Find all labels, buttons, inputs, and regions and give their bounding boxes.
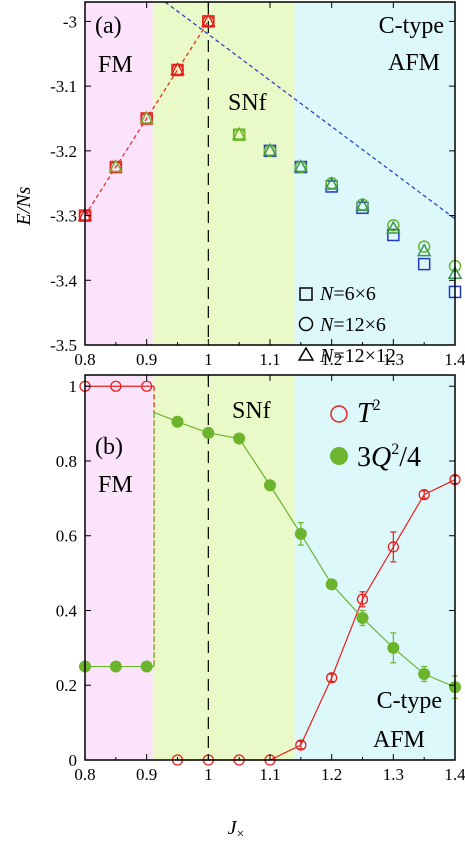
x-tick-label: 1.3 [383,350,404,369]
data-point-triangle [139,110,154,124]
region-snf-bg [152,375,295,760]
data-point-triangle [262,142,278,157]
region-afm-label-b-2: AFM [373,727,425,753]
region-fm-label-a: FM [98,52,133,78]
afm-energy-dashed-line [164,1,456,220]
data-point-triangle [324,176,339,190]
legend-label-12x12: N=12×12 [319,345,396,367]
data-point-square [356,201,369,215]
x-tick-label: 1.4 [444,350,465,369]
x-tick-label: 0.8 [74,765,95,784]
fm-energy-dashed-line [84,21,209,216]
legend-label-6x6: N=6×6 [319,283,376,305]
y-tick-label: -3.4 [50,271,77,290]
y-tick-label: 1 [69,377,78,396]
t2-data-point [326,672,338,684]
legend-circle-marker [298,316,314,332]
y-tick-label: -3.2 [50,142,77,161]
legend-q2-label: 3Q2/4 [357,441,421,473]
y-tick-label: -3.5 [50,336,77,355]
x-tick-label: 1 [204,765,213,784]
x-tick-label: 1.4 [444,765,465,784]
region-afm-label-a-2: AFM [388,50,440,76]
x-tick-label: 1.1 [259,765,280,784]
legend-t2-marker [330,405,348,423]
q2-data-point [418,668,431,681]
q2-data-point [294,527,307,540]
x-tick-label: 1.2 [321,350,342,369]
t2-data-point [356,593,369,605]
y-tick-label: 0 [69,751,78,770]
data-point-square [417,257,431,271]
q2-series-line [177,421,456,688]
x-tick-label: 0.8 [74,350,95,369]
panel-b: 0.8 0.9 1 1.1 1.2 1.3 1.4 0 0.2 0.4 0.6 0.8 1 [56,374,465,784]
q2-data-point [140,660,153,673]
y-tick-label: -3.1 [50,77,77,96]
region-afm-bg [294,2,455,345]
x-tick-label: 1.1 [259,350,280,369]
y-tick-label: 0.6 [56,527,77,546]
y-tick-label: 0.8 [56,452,77,471]
panel-b-label: (b) [95,434,123,460]
t2-data-point [295,739,307,751]
q2-data-point [109,660,122,673]
legend-label-12x6: N=12×6 [319,314,386,336]
q2-data-point [233,432,246,445]
y-axis-label-a: E/Ns [13,186,35,226]
y-tick-label: 0.4 [56,601,78,620]
t2-data-point [141,380,153,392]
panel-a: 0.8 0.9 1 1.1 1.2 1.3 1.4 -3 -3.1 -3.2 -3.3 -3.4 -3.… [50,1,465,369]
legend-q2-marker [330,447,348,465]
data-point-triangle [386,220,401,234]
x-tick-label: 1.3 [383,765,404,784]
data-point-triangle [416,243,432,257]
data-point-triangle [231,126,247,140]
data-point-triangle [108,158,124,173]
region-afm-label-b-1: C-type [377,688,442,714]
x-tick-label: 1 [204,350,213,369]
x-axis-label: J× [228,817,245,842]
region-fm-bg [85,375,153,760]
x-tick-label: 0.9 [136,765,157,784]
x-tick-label: 1.2 [321,765,342,784]
data-point-triangle [170,61,185,76]
data-point-triangle [355,197,370,212]
data-point-circle [417,240,431,253]
data-point-triangle [293,158,309,173]
y-tick-label: -3 [63,12,77,31]
q2-data-point [202,426,215,439]
t2-data-point [418,488,430,501]
t2-data-point [110,380,122,392]
y-tick-label: -3.3 [50,207,77,226]
region-fm-label-b: FM [98,472,133,498]
data-point-triangle [201,13,216,27]
q2-data-point [387,641,400,654]
region-snf-label-a: SNf [228,90,267,116]
data-point-square [387,228,400,242]
legend-a: N=6×6 N=12×6 N=12×12 [297,283,396,367]
q2-data-point [171,415,184,428]
region-fm-bg [85,2,153,345]
region-snf-label-b: SNf [232,398,271,424]
q2-data-point [356,611,369,624]
q2-data-point [325,578,338,591]
region-snf-bg [152,2,295,345]
legend-triangle-marker [297,346,315,361]
q2-data-point [264,479,276,492]
x-tick-label: 0.9 [136,350,157,369]
data-point-square [325,180,338,193]
legend-square-marker [299,287,313,301]
panel-a-label: (a) [95,13,122,39]
region-afm-label-a-1: C-type [379,13,444,39]
data-point-circle [387,219,400,232]
t2-data-point [387,541,399,553]
y-tick-label: 0.2 [56,676,77,695]
